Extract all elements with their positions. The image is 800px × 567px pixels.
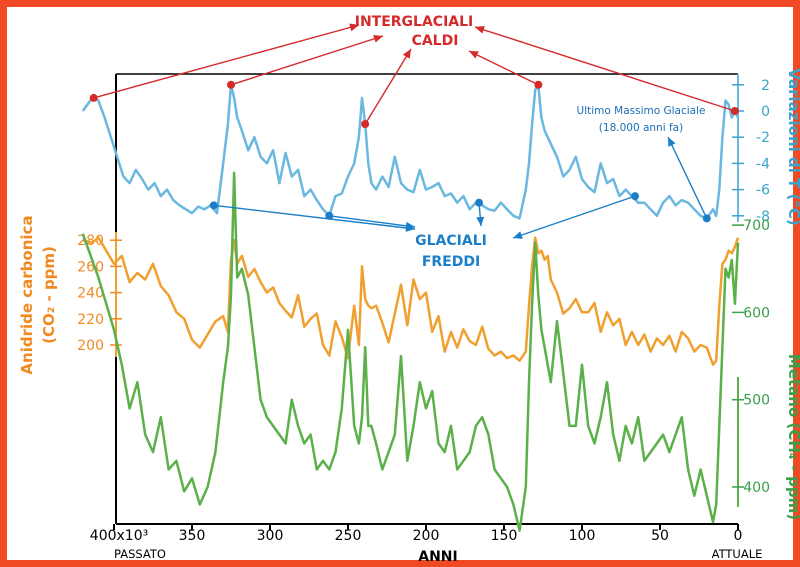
interglacial-arrow-head <box>475 25 485 34</box>
glacial-point <box>475 198 484 207</box>
interglacial-point <box>227 80 235 89</box>
interglacial-arrow <box>468 50 539 86</box>
interglacial-point <box>89 93 98 102</box>
temperature-tick-label: 2 <box>761 78 770 94</box>
lgm-label-line2: (18.000 anni fa) <box>599 122 683 134</box>
x-tick-label: 400x10³ <box>90 528 148 544</box>
co2-tick-label: 220 <box>77 312 104 328</box>
methane-tick-label: 500 <box>743 393 770 409</box>
glacial-arrows <box>209 192 711 239</box>
interglacial-arrows <box>89 23 739 129</box>
glacial-arrow <box>329 215 416 228</box>
interglacial-point <box>534 80 543 89</box>
glacial-arrow-head <box>405 221 415 230</box>
glacial-arrow <box>512 195 636 239</box>
chart-svg: 400x10³ 350 300 250 200 150 100 50 0 20-2-4-6-8 … <box>18 14 800 565</box>
cold-title-line1: GLACIALI <box>415 233 487 249</box>
series-line-temperature <box>81 83 740 220</box>
co2-tick-label: 200 <box>77 338 104 354</box>
x-tick-label: 100 <box>569 528 596 544</box>
x-axis-title: ANNI <box>418 549 457 565</box>
glacial-point <box>325 211 334 220</box>
lgm-pointer <box>667 136 708 219</box>
temperature-axis-ticks: 2 0 -2 -4 -6 -8 <box>732 78 770 225</box>
temperature-tick-label: -6 <box>756 183 770 199</box>
series-line-co2 <box>82 236 740 366</box>
glacial-point <box>631 192 640 201</box>
methane-tick-label: 700 <box>743 218 770 234</box>
x-tick-label: 250 <box>335 528 362 544</box>
interglacial-arrow-head <box>402 49 411 59</box>
interglacial-arrow <box>93 24 360 99</box>
methane-tick-label: 600 <box>743 305 770 321</box>
warm-title-line2: CALDI <box>412 33 459 49</box>
interglacial-point <box>361 120 370 129</box>
temperature-tick-label: -2 <box>756 130 770 146</box>
methane-tick-label: 400 <box>743 480 770 496</box>
warm-title-line1: INTERGLACIALI <box>355 14 474 30</box>
glacial-arrow-head <box>513 231 523 239</box>
interglacial-arrow <box>364 48 412 125</box>
right-end-label: ATTUALE <box>712 547 763 561</box>
temperature-tick-label: -4 <box>756 156 770 172</box>
series-line-methane <box>81 171 740 532</box>
left-end-label: PASSATO <box>114 547 166 561</box>
temperature-axis-title: Variazioni di T (°C) <box>785 68 800 226</box>
interglacial-point <box>730 107 739 115</box>
interglacial-arrow <box>230 35 384 86</box>
interglacial-arrow-head <box>469 51 479 59</box>
lgm-arrow <box>667 136 708 219</box>
lgm-pointer-head <box>668 137 676 147</box>
x-tick-label: 200 <box>413 528 440 544</box>
x-tick-label: 150 <box>491 528 518 544</box>
x-axis-tick-labels: 400x10³ 350 300 250 200 150 100 50 0 <box>90 528 743 544</box>
co2-tick-label: 260 <box>77 259 104 275</box>
methane-axis-ticks: 700 600 500 400 <box>732 218 770 496</box>
interglacial-arrow <box>474 26 736 112</box>
lgm-label-line1: Ultimo Massimo Glaciale <box>577 105 706 117</box>
x-tick-label: 300 <box>257 528 284 544</box>
x-tick-label: 350 <box>179 528 206 544</box>
x-tick-label: 50 <box>651 528 669 544</box>
x-axis-ticks <box>113 524 739 530</box>
x-tick-label: 0 <box>734 528 743 544</box>
temperature-tick-label: -8 <box>756 209 770 225</box>
co2-tick-label: 240 <box>77 286 104 302</box>
cold-title-line2: FREDDI <box>422 254 480 270</box>
co2-axis-title-line1: Anidride carbonica <box>18 215 36 374</box>
interglacial-arrow-head <box>373 34 383 43</box>
methane-axis-title: Metano (CH₄ - ppm) <box>785 354 800 520</box>
glacial-arrow-head <box>476 216 485 226</box>
glacial-point <box>209 201 218 210</box>
temperature-tick-label: 0 <box>761 104 770 120</box>
co2-axis-title-line2: (CO₂ - ppm) <box>40 246 58 344</box>
glacial-arrow <box>213 204 416 230</box>
interglacial-arrow-head <box>349 23 359 32</box>
